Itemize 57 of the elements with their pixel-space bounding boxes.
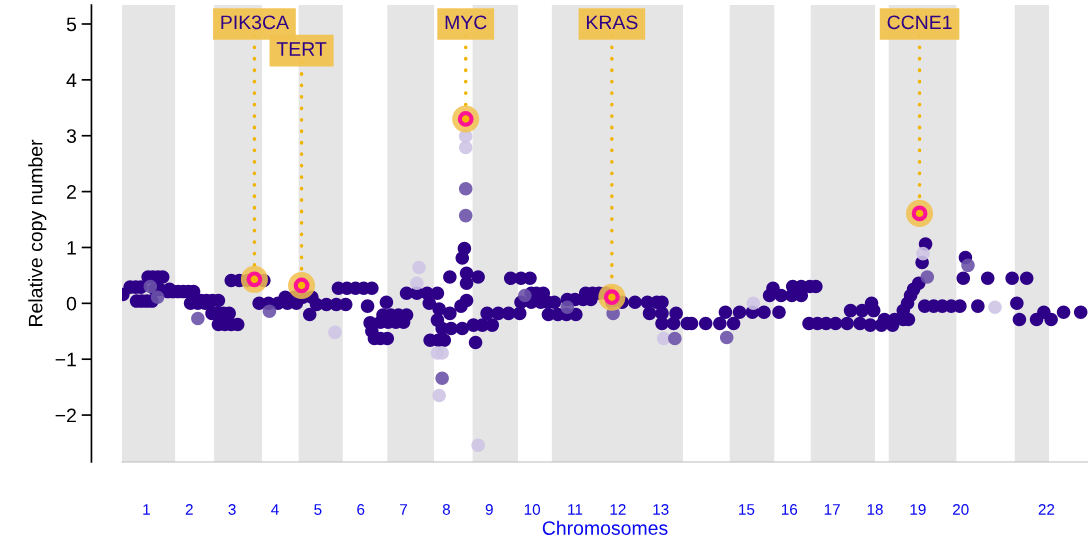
point xyxy=(328,325,342,340)
annotation: MYC xyxy=(445,15,487,30)
point xyxy=(988,300,1002,315)
y-tick-label: 3 xyxy=(66,129,77,143)
y-tick-label: −2 xyxy=(55,408,76,423)
y-tick-label: 0 xyxy=(66,296,77,311)
point xyxy=(262,304,277,318)
point xyxy=(560,300,575,315)
x-tick-label: 12 xyxy=(610,504,626,515)
x-tick-label: 16 xyxy=(781,504,798,515)
point xyxy=(150,290,165,304)
x-axis-title: Chromosomes xyxy=(542,520,668,535)
point xyxy=(458,140,473,155)
y-axis-title: Relative copy number xyxy=(28,139,47,326)
point xyxy=(458,182,473,196)
point xyxy=(668,331,682,346)
y-tick-label: 4 xyxy=(66,73,77,87)
y-tick-label: −1 xyxy=(55,352,76,367)
point xyxy=(410,276,424,290)
point xyxy=(143,279,158,294)
y-tick-label: 1 xyxy=(67,241,76,255)
point xyxy=(920,270,935,284)
point xyxy=(458,208,473,223)
point xyxy=(191,311,205,326)
annotation: CCNE1 xyxy=(887,15,952,30)
annotation: KRAS xyxy=(586,15,638,30)
x-tick-label: 18 xyxy=(867,504,883,515)
x-tick-label: 6 xyxy=(357,504,365,515)
x-tick-label: 10 xyxy=(524,504,541,515)
point xyxy=(412,260,426,275)
y-tick-label: 2 xyxy=(67,185,76,199)
y-tick-label: 5 xyxy=(66,17,77,32)
x-tick-label: 17 xyxy=(824,504,840,515)
annotation: TERT xyxy=(276,42,327,56)
x-tick-label: 19 xyxy=(910,504,926,515)
x-tick-label: 13 xyxy=(653,504,669,515)
x-tick-label: 4 xyxy=(271,504,279,515)
point xyxy=(435,371,449,385)
x-tick-label: 5 xyxy=(314,504,322,515)
x-tick-label: 20 xyxy=(952,504,969,515)
x-tick-label: 3 xyxy=(228,504,236,515)
x-tick-label: 22 xyxy=(1038,504,1055,515)
point xyxy=(518,288,532,303)
x-tick-label: 11 xyxy=(568,504,583,515)
x-tick-label: 8 xyxy=(442,504,451,515)
point xyxy=(432,388,446,403)
point xyxy=(719,330,734,345)
x-tick-label: 9 xyxy=(485,504,493,515)
point xyxy=(746,296,761,311)
annotation: PIK3CA xyxy=(221,15,289,30)
x-tick-label: 1 xyxy=(143,504,150,515)
x-tick-label: 2 xyxy=(185,504,193,515)
x-tick-label: 7 xyxy=(400,504,408,515)
point xyxy=(961,258,975,273)
point xyxy=(916,246,930,261)
point xyxy=(471,438,485,453)
x-tick-label: 15 xyxy=(739,504,755,515)
